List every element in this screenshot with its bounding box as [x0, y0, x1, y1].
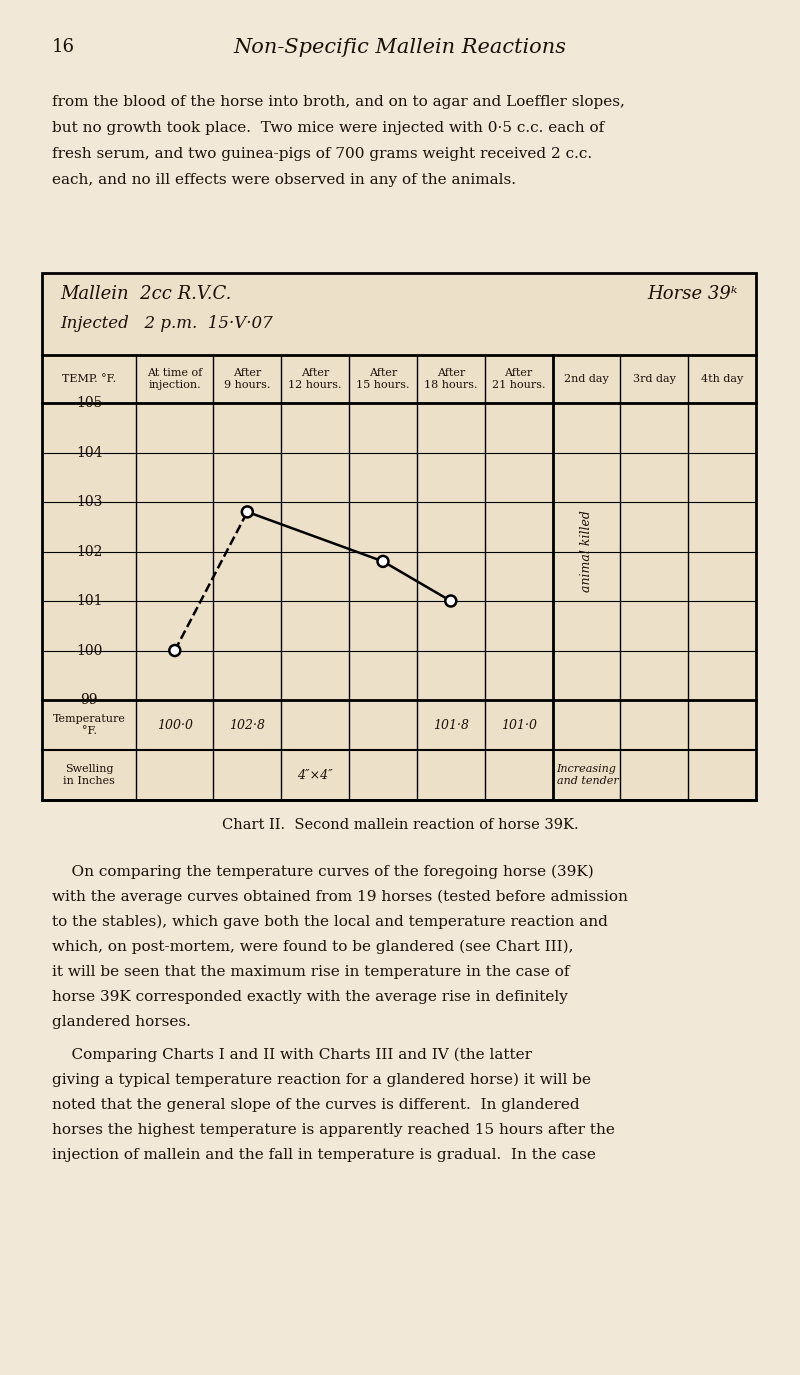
Text: Swelling
in Inches: Swelling in Inches	[63, 765, 115, 785]
Text: On comparing the temperature curves of the foregoing horse (39K): On comparing the temperature curves of t…	[52, 865, 594, 880]
Text: fresh serum, and two guinea-pigs of 700 grams weight received 2 c.c.: fresh serum, and two guinea-pigs of 700 …	[52, 147, 592, 161]
Text: 3rd day: 3rd day	[633, 374, 676, 384]
Text: 101·8: 101·8	[433, 719, 469, 732]
Text: 104: 104	[76, 446, 102, 459]
Text: glandered horses.: glandered horses.	[52, 1015, 191, 1028]
Text: animal killed: animal killed	[580, 510, 593, 593]
Text: After
15 hours.: After 15 hours.	[356, 368, 410, 389]
Text: After
9 hours.: After 9 hours.	[224, 368, 270, 389]
Text: Horse 39ᵏ: Horse 39ᵏ	[647, 285, 738, 302]
Bar	[42, 274, 756, 800]
Text: 99: 99	[80, 693, 98, 707]
Text: 16: 16	[52, 38, 75, 56]
Text: 2nd day: 2nd day	[564, 374, 609, 384]
Text: 101: 101	[76, 594, 102, 608]
Text: Chart II.  Second mallein reaction of horse 39K.: Chart II. Second mallein reaction of hor…	[222, 818, 578, 832]
Text: After
21 hours.: After 21 hours.	[492, 368, 546, 389]
Text: TEMP. °F.: TEMP. °F.	[62, 374, 116, 384]
Text: 102: 102	[76, 544, 102, 558]
Text: Injected   2 p.m.  15·V·07: Injected 2 p.m. 15·V·07	[60, 315, 273, 331]
Text: injection of mallein and the fall in temperature is gradual.  In the case: injection of mallein and the fall in tem…	[52, 1148, 596, 1162]
Text: After
12 hours.: After 12 hours.	[289, 368, 342, 389]
Text: 100·0: 100·0	[157, 719, 193, 732]
Circle shape	[170, 645, 180, 656]
Text: but no growth took place.  Two mice were injected with 0·5 c.c. each of: but no growth took place. Two mice were …	[52, 121, 604, 135]
Text: to the stables), which gave both the local and temperature reaction and: to the stables), which gave both the loc…	[52, 914, 608, 930]
Circle shape	[242, 506, 253, 517]
Text: giving a typical temperature reaction for a glandered horse) it will be: giving a typical temperature reaction fo…	[52, 1072, 591, 1088]
Text: from the blood of the horse into broth, and on to agar and Loeffler slopes,: from the blood of the horse into broth, …	[52, 95, 625, 109]
Text: 100: 100	[76, 644, 102, 657]
Text: it will be seen that the maximum rise in temperature in the case of: it will be seen that the maximum rise in…	[52, 965, 570, 979]
Text: 4th day: 4th day	[701, 374, 743, 384]
Circle shape	[446, 595, 456, 606]
Text: At time of
injection.: At time of injection.	[147, 368, 202, 389]
Text: noted that the general slope of the curves is different.  In glandered: noted that the general slope of the curv…	[52, 1099, 580, 1112]
Text: After
18 hours.: After 18 hours.	[424, 368, 478, 389]
Text: horses the highest temperature is apparently reached 15 hours after the: horses the highest temperature is appare…	[52, 1123, 615, 1137]
Text: with the average curves obtained from 19 horses (tested before admission: with the average curves obtained from 19…	[52, 890, 628, 905]
Text: 101·0: 101·0	[501, 719, 537, 732]
Text: Comparing Charts I and II with Charts III and IV (the latter: Comparing Charts I and II with Charts II…	[52, 1048, 532, 1063]
Circle shape	[378, 556, 389, 566]
Text: 103: 103	[76, 495, 102, 509]
Text: Increasing
and tender: Increasing and tender	[557, 765, 618, 785]
Text: horse 39K corresponded exactly with the average rise in definitely: horse 39K corresponded exactly with the …	[52, 990, 568, 1004]
Text: 105: 105	[76, 396, 102, 410]
Text: Mallein  2cc R.V.C.: Mallein 2cc R.V.C.	[60, 285, 231, 302]
Text: Temperature
°F.: Temperature °F.	[53, 714, 126, 736]
Text: 102·8: 102·8	[230, 719, 266, 732]
Text: which, on post-mortem, were found to be glandered (see Chart III),: which, on post-mortem, were found to be …	[52, 941, 574, 954]
Text: 4″×4″: 4″×4″	[298, 769, 333, 781]
Text: each, and no ill effects were observed in any of the animals.: each, and no ill effects were observed i…	[52, 173, 516, 187]
Text: Non-Specific Mallein Reactions: Non-Specific Mallein Reactions	[234, 38, 566, 56]
